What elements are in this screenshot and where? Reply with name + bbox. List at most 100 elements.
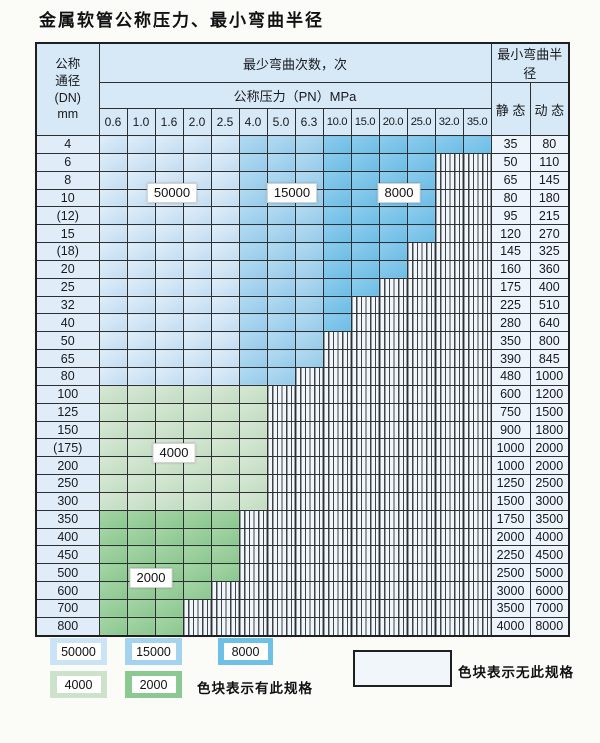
dn-cell: 150: [35, 420, 100, 440]
no-spec-cell: [350, 331, 380, 351]
no-spec-cell: [406, 456, 436, 476]
zone-label-50000: 50000: [146, 183, 198, 203]
no-spec-cell: [378, 438, 408, 458]
no-spec-cell: [238, 527, 268, 547]
legend-swatch-label: 2000: [131, 676, 176, 693]
no-spec-cell: [406, 384, 436, 404]
table-row-dn-(18): (18) 145 325: [35, 242, 570, 261]
no-spec-cell: [462, 152, 492, 172]
spec-cell: [210, 313, 240, 333]
no-spec-cell: [406, 438, 436, 458]
static-radius-cell: 65: [490, 170, 531, 190]
no-spec-cell: [434, 491, 464, 511]
dynamic-radius-cell: 360: [529, 259, 570, 279]
no-spec-cell: [378, 545, 408, 565]
spec-cell: [182, 206, 212, 226]
dynamic-radius-cell: 400: [529, 277, 570, 297]
zone-label-15000: 15000: [266, 183, 318, 203]
spec-cell: [434, 135, 464, 154]
pressure-col-header-5.0: 5.0: [266, 108, 296, 136]
no-spec-cell: [462, 313, 492, 333]
spec-table: 公称 通径 (DN) mm 最少弯曲次数，次 最小弯曲半径 公称压力（PN）MP…: [35, 42, 571, 637]
dynamic-radius-cell: 270: [529, 224, 570, 244]
spec-cell: [182, 224, 212, 244]
spec-cell: [126, 152, 156, 172]
no-spec-cell: [434, 313, 464, 333]
no-spec-cell: [350, 545, 380, 565]
legend-swatch-label: 4000: [56, 676, 101, 693]
no-spec-cell: [378, 598, 408, 618]
spec-cell: [238, 188, 268, 208]
spec-cell: [182, 402, 212, 422]
spec-cell: [210, 474, 240, 493]
no-spec-cell: [462, 491, 492, 511]
no-spec-cell: [462, 527, 492, 547]
no-spec-cell: [350, 402, 380, 422]
spec-cell: [378, 259, 408, 279]
spec-cell: [322, 206, 352, 226]
zone-label-8000: 8000: [377, 183, 421, 203]
spec-cell: [406, 224, 436, 244]
pressure-col-header-15.0: 15.0: [350, 108, 380, 136]
table-row-dn-(175): (175) 1000 2000: [35, 438, 570, 458]
no-spec-cell: [434, 598, 464, 618]
spec-cell: [154, 527, 184, 547]
spec-cell: [266, 206, 296, 226]
dn-cell: 8: [35, 170, 100, 190]
spec-cell: [154, 277, 184, 297]
dn-cell: 80: [35, 366, 100, 386]
no-spec-cell: [434, 581, 464, 600]
table-row-dn-32: 32 225 510: [35, 295, 570, 315]
table-row-dn-700: 700 3500 7000: [35, 598, 570, 618]
no-spec-cell: [434, 242, 464, 261]
no-spec-cell: [238, 545, 268, 565]
static-radius-cell: 3500: [490, 598, 531, 618]
no-spec-cell: [462, 456, 492, 476]
spec-cell: [322, 188, 352, 208]
dn-cell: 25: [35, 277, 100, 297]
spec-cell: [322, 152, 352, 172]
static-radius-cell: 80: [490, 188, 531, 208]
spec-cell: [154, 152, 184, 172]
no-spec-cell: [462, 581, 492, 600]
spec-cell: [294, 313, 324, 333]
spec-cell: [238, 259, 268, 279]
spec-cell: [98, 259, 128, 279]
no-spec-cell: [322, 402, 352, 422]
spec-cell: [406, 152, 436, 172]
static-radius-cell: 600: [490, 384, 531, 404]
no-spec-cell: [350, 474, 380, 493]
spec-cell: [126, 616, 156, 637]
spec-cell: [210, 331, 240, 351]
static-radius-cell: 145: [490, 242, 531, 261]
spec-cell: [210, 135, 240, 154]
no-spec-cell: [294, 474, 324, 493]
static-radius-cell: 750: [490, 402, 531, 422]
spec-cell: [126, 420, 156, 440]
no-spec-cell: [462, 384, 492, 404]
no-spec-cell: [322, 545, 352, 565]
dynamic-radius-cell: 145: [529, 170, 570, 190]
no-spec-cell: [378, 563, 408, 583]
spec-cell: [378, 152, 408, 172]
dynamic-radius-cell: 3000: [529, 491, 570, 511]
spec-cell: [294, 295, 324, 315]
static-radius-cell: 2500: [490, 563, 531, 583]
spec-cell: [98, 402, 128, 422]
no-spec-cell: [406, 563, 436, 583]
no-spec-cell: [322, 420, 352, 440]
no-spec-cell: [406, 313, 436, 333]
no-spec-cell: [462, 402, 492, 422]
no-spec-cell: [266, 491, 296, 511]
spec-cell: [266, 295, 296, 315]
spec-cell: [210, 349, 240, 368]
spec-cell: [182, 384, 212, 404]
spec-cell: [126, 527, 156, 547]
spec-cell: [98, 206, 128, 226]
spec-cell: [322, 170, 352, 190]
spec-cell: [98, 224, 128, 244]
pressure-col-header-10.0: 10.0: [322, 108, 352, 136]
static-radius-cell: 225: [490, 295, 531, 315]
no-spec-cell: [294, 456, 324, 476]
